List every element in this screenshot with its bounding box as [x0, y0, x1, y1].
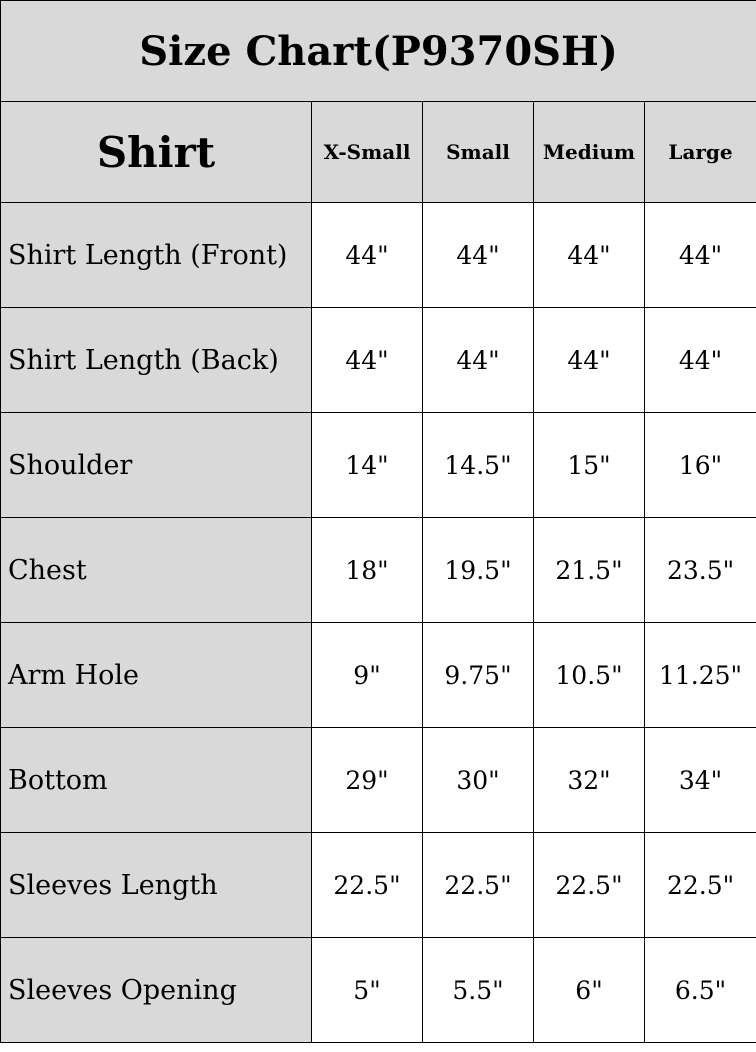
measurement-value: 9" [311, 622, 423, 728]
size-header-large: Large [643, 101, 756, 203]
measurement-value: 44" [311, 202, 423, 308]
section-header: Shirt [0, 101, 312, 203]
table-row: Chest 18" 19.5" 21.5" 23.5" [0, 517, 756, 623]
measurement-value: 21.5" [533, 517, 645, 623]
measurement-value: 44" [422, 202, 534, 308]
measurement-label: Chest [0, 517, 312, 623]
measurement-value: 16" [643, 412, 756, 518]
measurement-value: 29" [311, 727, 423, 833]
measurement-value: 10.5" [533, 622, 645, 728]
measurement-label: Sleeves Opening [0, 937, 312, 1043]
measurement-value: 32" [533, 727, 645, 833]
table-row: Arm Hole 9" 9.75" 10.5" 11.25" [0, 622, 756, 728]
measurement-value: 11.25" [643, 622, 756, 728]
measurement-value: 6" [533, 937, 645, 1043]
measurement-value: 22.5" [311, 832, 423, 938]
measurement-value: 34" [643, 727, 756, 833]
measurement-value: 44" [533, 202, 645, 308]
measurement-value: 23.5" [643, 517, 756, 623]
measurement-value: 5" [311, 937, 423, 1043]
measurement-label: Sleeves Length [0, 832, 312, 938]
table-row: Bottom 29" 30" 32" 34" [0, 727, 756, 833]
size-header-medium: Medium [533, 101, 645, 203]
measurement-label: Arm Hole [0, 622, 312, 728]
measurement-label: Shirt Length (Front) [0, 202, 312, 308]
table-row: Shirt Length (Front) 44" 44" 44" 44" [0, 202, 756, 308]
measurement-value: 19.5" [422, 517, 534, 623]
table-row: Shirt Length (Back) 44" 44" 44" 44" [0, 307, 756, 413]
measurement-value: 14.5" [422, 412, 534, 518]
measurement-value: 44" [533, 307, 645, 413]
table-row: Sleeves Length 22.5" 22.5" 22.5" 22.5" [0, 832, 756, 938]
measurement-value: 22.5" [643, 832, 756, 938]
measurement-value: 22.5" [422, 832, 534, 938]
measurement-label: Shoulder [0, 412, 312, 518]
measurement-value: 15" [533, 412, 645, 518]
measurement-label: Shirt Length (Back) [0, 307, 312, 413]
size-header-small: Small [422, 101, 534, 203]
measurement-label: Bottom [0, 727, 312, 833]
measurement-value: 22.5" [533, 832, 645, 938]
size-header-x-small: X-Small [311, 101, 423, 203]
measurement-value: 18" [311, 517, 423, 623]
table-row: Sleeves Opening 5" 5.5" 6" 6.5" [0, 937, 756, 1043]
measurement-value: 5.5" [422, 937, 534, 1043]
measurement-value: 44" [643, 202, 756, 308]
measurement-value: 44" [422, 307, 534, 413]
measurement-value: 44" [311, 307, 423, 413]
measurement-value: 44" [643, 307, 756, 413]
chart-title: Size Chart(P9370SH) [0, 0, 756, 102]
measurement-value: 6.5" [643, 937, 756, 1043]
measurement-value: 30" [422, 727, 534, 833]
measurement-value: 9.75" [422, 622, 534, 728]
table-row: Shoulder 14" 14.5" 15" 16" [0, 412, 756, 518]
measurement-value: 14" [311, 412, 423, 518]
